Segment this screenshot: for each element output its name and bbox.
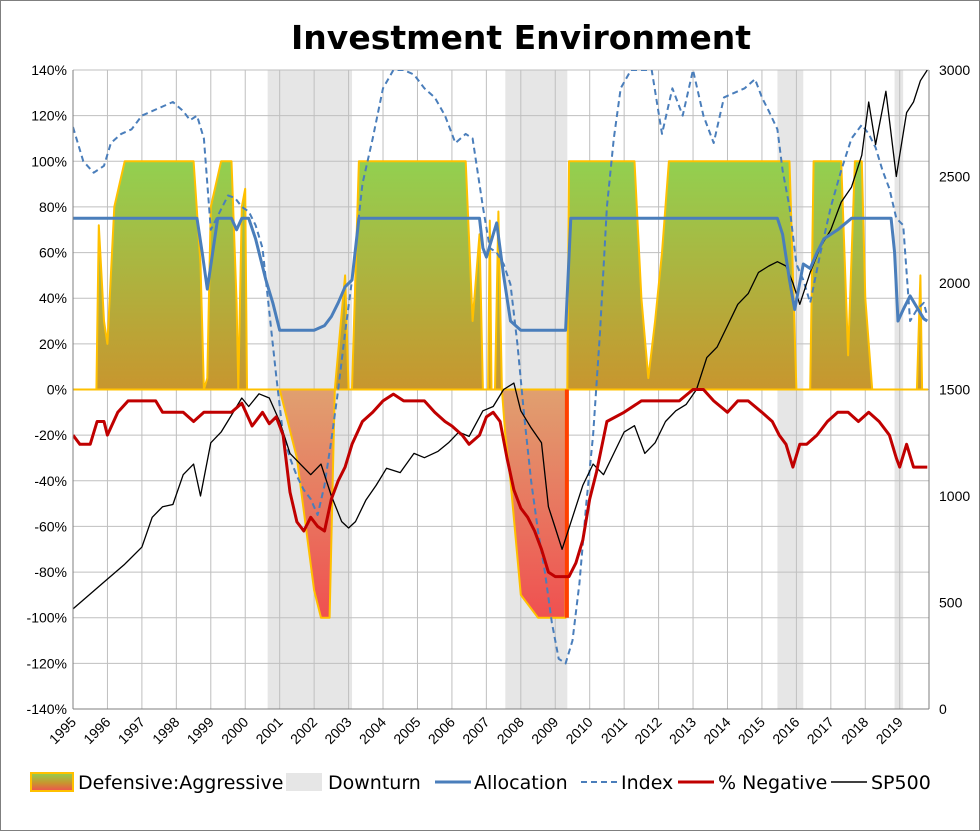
- left-tick-label: 120%: [31, 108, 67, 124]
- legend-label: Index: [621, 772, 673, 794]
- left-tick-label: 140%: [31, 62, 67, 78]
- x-tick-label: 2016: [769, 714, 802, 747]
- left-tick-label: -80%: [34, 564, 67, 580]
- x-tick-label: 2003: [321, 714, 354, 747]
- x-tick-label: 2010: [562, 714, 595, 747]
- x-tick-label: 2018: [838, 714, 871, 747]
- x-tick-label: 1998: [149, 714, 182, 747]
- right-tick-label: 3000: [939, 62, 970, 78]
- x-tick-label: 2014: [700, 714, 733, 747]
- left-tick-label: -40%: [34, 473, 67, 489]
- right-tick-label: 1000: [939, 488, 970, 504]
- x-tick-label: 2001: [252, 714, 285, 747]
- legend-swatch-defensive-aggressive: [30, 772, 74, 792]
- right-tick-label: 1500: [939, 382, 970, 398]
- left-tick-label: 0%: [47, 382, 67, 398]
- x-tick-label: 2006: [425, 714, 458, 747]
- series-line-index: [73, 70, 929, 665]
- right-tick-label: 2500: [939, 169, 970, 185]
- legend: Defensive:Aggressive Downturn Allocation In…: [30, 772, 931, 794]
- left-tick-label: 40%: [39, 290, 67, 306]
- chart-title: Investment Environment: [291, 18, 751, 57]
- defensive-edge-bar: [564, 389, 569, 618]
- left-tick-label: 20%: [39, 336, 67, 352]
- x-tick-label: 2012: [631, 714, 664, 747]
- x-tick-label: 2011: [598, 714, 631, 747]
- left-tick-label: 100%: [31, 153, 67, 169]
- legend-label: Downturn: [328, 772, 421, 794]
- x-tick-label: 2000: [218, 714, 251, 747]
- legend-label: Defensive:Aggressive: [78, 772, 283, 794]
- defensive-area: [73, 388, 929, 619]
- left-tick-label: 80%: [39, 199, 67, 215]
- legend-label: Allocation: [474, 772, 568, 794]
- series-line-allocation: [73, 216, 929, 332]
- x-tick-label: 1996: [80, 714, 113, 747]
- x-tick-label: 2002: [287, 714, 320, 747]
- x-tick-label: 1995: [46, 714, 79, 747]
- x-tick-label: 1997: [115, 714, 148, 747]
- series-line-sp500: [73, 70, 928, 610]
- left-tick-label: -120%: [27, 655, 67, 671]
- x-tick-label: 2017: [804, 714, 837, 747]
- x-tick-label: 2009: [528, 714, 561, 747]
- x-tick-label: 2015: [735, 714, 768, 747]
- legend-label: % Negative: [718, 772, 827, 794]
- x-tick-label: 2013: [666, 714, 699, 747]
- left-tick-label: -100%: [27, 610, 67, 626]
- left-tick-label: -60%: [34, 518, 67, 534]
- legend-label: SP500: [871, 772, 931, 794]
- x-tick-label: 2007: [459, 714, 492, 747]
- x-tick-label: 1999: [184, 714, 217, 747]
- x-tick-label: 2008: [494, 714, 527, 747]
- series-lines: [73, 70, 929, 665]
- x-tick-label: 2004: [356, 714, 389, 747]
- left-tick-label: -20%: [34, 427, 67, 443]
- series-line-negative: [73, 388, 928, 579]
- right-tick-label: 2000: [939, 275, 970, 291]
- right-tick-label: 500: [939, 595, 963, 611]
- left-tick-label: -140%: [27, 701, 67, 717]
- legend-swatch-downturn: [286, 773, 322, 791]
- x-tick-label: 2019: [872, 714, 905, 747]
- left-tick-label: 60%: [39, 245, 67, 261]
- x-tick-label: 2005: [390, 714, 423, 747]
- right-tick-label: 0: [939, 701, 947, 717]
